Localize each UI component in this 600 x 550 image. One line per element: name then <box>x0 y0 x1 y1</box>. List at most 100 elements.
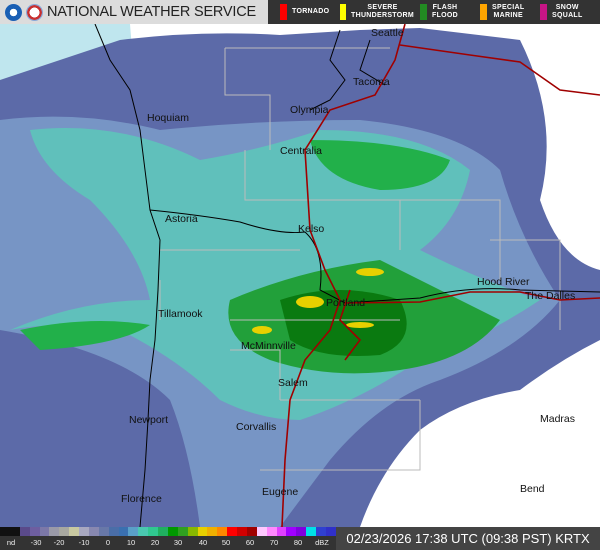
warning-item: SEVERE THUNDERSTORM <box>340 4 414 20</box>
city-label: Florence <box>121 493 162 505</box>
scale-label: 50 <box>221 538 231 547</box>
radar-echo-green-north <box>310 140 450 190</box>
scale-label: 60 <box>245 538 255 547</box>
warning-item: SNOW SQUALL <box>540 4 594 20</box>
scale-color <box>118 527 129 536</box>
city-label: Hoquiam <box>147 112 190 124</box>
scale-color <box>227 527 237 536</box>
scale-color <box>217 527 228 536</box>
city-label: Corvallis <box>236 421 277 433</box>
city-label: Portland <box>326 297 366 309</box>
city-label: Seattle <box>371 27 404 39</box>
scale-color <box>276 527 287 536</box>
warning-label-line: FLASH <box>432 4 458 11</box>
scale-label: nd <box>6 538 16 547</box>
scale-color <box>256 527 267 536</box>
color-scale <box>0 527 336 536</box>
highways <box>281 23 600 528</box>
scale-color <box>306 527 316 536</box>
warning-legend: TORNADO SEVERE THUNDERSTORM FLASH FLOOD SPECI… <box>268 0 600 24</box>
scale-color <box>29 527 40 536</box>
warning-label: FLASH FLOOD <box>432 4 458 20</box>
app-title: NATIONAL WEATHER SERVICE <box>47 4 256 20</box>
scale-color <box>0 527 10 536</box>
scale-color <box>246 527 257 536</box>
warning-item: SPECIAL MARINE <box>480 4 534 20</box>
city-label: Eugene <box>262 486 299 498</box>
noaa-logo-icon <box>5 3 22 21</box>
scale-color <box>325 527 336 536</box>
scale-color <box>138 527 149 536</box>
scale-color <box>128 527 139 536</box>
warning-label: SEVERE THUNDERSTORM <box>351 4 414 20</box>
scale-color <box>69 527 79 536</box>
city-label: The Dalles <box>525 290 576 302</box>
warning-label-line: SPECIAL <box>492 4 525 11</box>
scale-color <box>88 527 99 536</box>
timestamp: 02/23/2026 17:38 UTC (09:38 PST) KRTX <box>336 527 600 550</box>
city-label: Astoria <box>165 213 198 225</box>
scale-label: 0 <box>105 538 111 547</box>
warning-swatch <box>340 4 347 20</box>
scale-color <box>108 527 119 536</box>
scale-color <box>19 527 30 536</box>
coastline <box>94 23 600 528</box>
city-label: Salem <box>278 377 308 389</box>
warning-label-line: TORNADO <box>292 8 330 15</box>
scale-color <box>9 527 20 536</box>
scale-color <box>316 527 326 536</box>
scale-label: -20 <box>53 538 65 547</box>
city-label: Newport <box>129 414 169 426</box>
scale-color <box>286 527 297 536</box>
scale-label: -10 <box>78 538 90 547</box>
warning-swatch <box>540 4 547 20</box>
radar-echo-green-west <box>20 321 150 350</box>
scale-label: 10 <box>126 538 136 547</box>
warning-swatch <box>280 4 287 20</box>
warning-label-line: MARINE <box>493 12 523 19</box>
scale-color <box>187 527 198 536</box>
warning-label-line: FLOOD <box>432 12 458 19</box>
scale-color <box>79 527 89 536</box>
warning-label-line: SEVERE <box>367 4 398 11</box>
city-label: Bend <box>520 483 545 495</box>
county-lines <box>159 47 561 471</box>
scale-color <box>49 527 60 536</box>
warning-swatch <box>480 4 487 20</box>
warning-label-line: SNOW <box>555 4 579 11</box>
brand: NATIONAL WEATHER SERVICE <box>0 0 268 24</box>
radar-echo-yellow <box>252 268 384 334</box>
scale-color <box>237 527 247 536</box>
scale-labels: nd -30 -20 -10 0 10 20 30 40 50 60 70 80 dBZ <box>0 536 336 550</box>
city-label: Tillamook <box>158 308 203 320</box>
scale-color <box>148 527 158 536</box>
warning-swatch <box>420 4 427 20</box>
city-label: Hood River <box>477 276 530 288</box>
scale-color <box>296 527 307 536</box>
city-label: McMinnville <box>241 340 296 352</box>
scale-color <box>177 527 188 536</box>
city-label: Kelso <box>298 223 325 235</box>
header-bar: NATIONAL WEATHER SERVICE TORNADO SEVERE TH… <box>0 0 600 24</box>
scale-color <box>39 527 50 536</box>
city-label: Madras <box>540 413 576 425</box>
warning-label: SPECIAL MARINE <box>492 4 524 20</box>
scale-label: 40 <box>198 538 208 547</box>
city-label: Olympia <box>290 104 329 116</box>
scale-label: 30 <box>173 538 183 547</box>
warning-label: TORNADO <box>292 8 329 16</box>
warning-label-line: THUNDERSTORM <box>351 12 414 19</box>
city-label: Tacoma <box>353 76 390 88</box>
scale-label: -30 <box>30 538 42 547</box>
scale-color <box>207 527 218 536</box>
city-label: Centralia <box>280 145 323 157</box>
scale-color <box>167 527 178 536</box>
scale-label: 70 <box>269 538 279 547</box>
scale-label: 20 <box>150 538 160 547</box>
scale-color <box>158 527 168 536</box>
scale-color <box>59 527 70 536</box>
reflectivity-legend: nd -30 -20 -10 0 10 20 30 40 50 60 70 80 dBZ 02/23/20… <box>0 527 600 550</box>
scale-color <box>197 527 208 536</box>
warning-label-line: SQUALL <box>552 12 583 19</box>
